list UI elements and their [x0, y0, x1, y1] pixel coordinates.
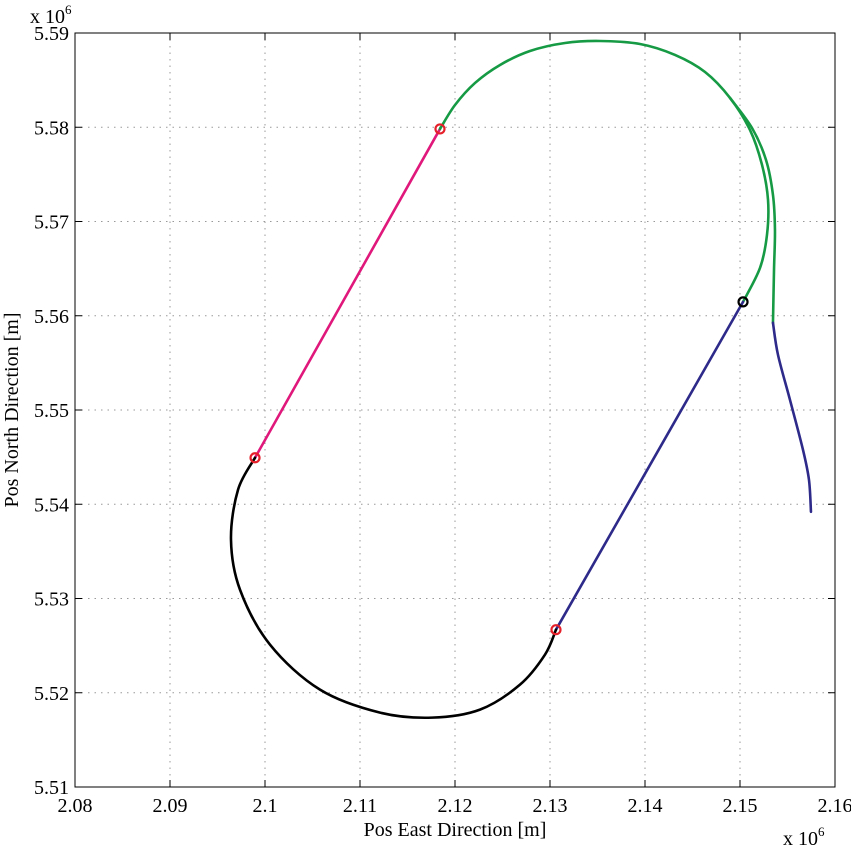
series-line-5 [231, 458, 556, 718]
x-multiplier: x 106 [783, 824, 825, 850]
x-tick-label: 2.16 [818, 795, 851, 817]
x-tick-label: 2.13 [533, 795, 568, 817]
markers-layer [251, 124, 748, 634]
series-layer [231, 41, 811, 718]
x-tick-label: 2.11 [343, 795, 377, 817]
series-line-3 [773, 323, 811, 512]
series-line-1 [440, 41, 768, 302]
grid [75, 33, 835, 787]
series-line-0 [255, 129, 440, 458]
x-tick-label: 2.15 [723, 795, 758, 817]
x-tick-label: 2.09 [153, 795, 188, 817]
y-tick-label: 5.51 [34, 777, 69, 799]
y-tick-label: 5.54 [34, 494, 69, 516]
y-multiplier-exp: 6 [65, 2, 72, 17]
y-axis-label: Pos North Direction [m] [1, 313, 23, 508]
y-tick-label: 5.58 [34, 117, 69, 139]
x-multiplier-exp: 6 [818, 824, 825, 839]
x-tick-label: 2.1 [253, 795, 278, 817]
series-line-4 [556, 302, 743, 630]
x-axis-label: Pos East Direction [m] [364, 819, 547, 841]
x-tick-label: 2.14 [628, 795, 663, 817]
x-tick-label: 2.12 [438, 795, 473, 817]
y-tick-label: 5.56 [34, 306, 69, 328]
y-tick-label: 5.55 [34, 400, 69, 422]
x-multiplier-base: x 10 [783, 828, 818, 850]
y-tick-label: 5.53 [34, 589, 69, 611]
y-multiplier-base: x 10 [30, 6, 65, 28]
y-tick-label: 5.52 [34, 683, 69, 705]
y-tick-label: 5.57 [34, 212, 69, 234]
